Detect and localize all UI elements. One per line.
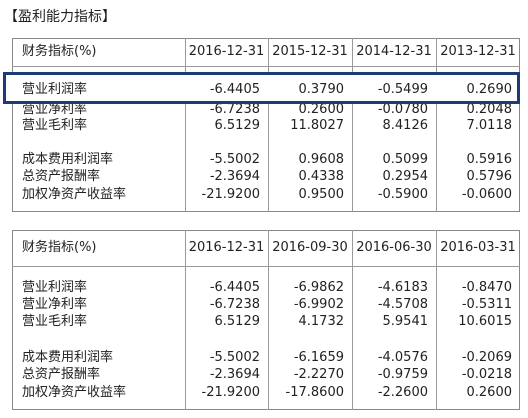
header-date: 2014-12-31 bbox=[356, 44, 432, 59]
header-label: 财务指标(%) bbox=[22, 240, 97, 255]
row-label: 营业毛利率 bbox=[22, 314, 88, 329]
cell-value: 0.3790 bbox=[298, 82, 345, 97]
column-divider bbox=[268, 38, 269, 212]
cell-value: -0.5900 bbox=[377, 187, 428, 202]
header-date: 2016-06-30 bbox=[356, 240, 432, 255]
cell-value: -0.0218 bbox=[461, 367, 512, 382]
cell-value: -4.0576 bbox=[377, 350, 428, 365]
cell-value: 0.9500 bbox=[298, 187, 345, 202]
cell-value: -0.0780 bbox=[377, 102, 428, 117]
cell-value: -0.9759 bbox=[377, 367, 428, 382]
cell-value: -4.6183 bbox=[377, 280, 428, 295]
row-label: 营业净利率 bbox=[22, 297, 88, 312]
cell-value: -2.3694 bbox=[209, 367, 260, 382]
cell-value: -6.7238 bbox=[209, 102, 260, 117]
cell-value: -0.2069 bbox=[461, 350, 512, 365]
cell-value: -21.9200 bbox=[201, 187, 260, 202]
row-label: 成本费用利润率 bbox=[22, 350, 114, 365]
cell-value: -17.8600 bbox=[285, 385, 344, 400]
cell-value: -6.1659 bbox=[293, 350, 344, 365]
cell-value: 0.9608 bbox=[298, 152, 345, 167]
header-date: 2016-09-30 bbox=[272, 240, 348, 255]
header-date: 2015-12-31 bbox=[272, 44, 348, 59]
row-label: 营业毛利率 bbox=[22, 118, 88, 133]
cell-value: 0.5796 bbox=[466, 169, 513, 184]
column-divider bbox=[185, 38, 186, 212]
cell-value: -6.9862 bbox=[293, 280, 344, 295]
header-label: 财务指标(%) bbox=[22, 44, 97, 59]
cell-value: -2.2600 bbox=[377, 385, 428, 400]
row-label: 营业利润率 bbox=[22, 280, 88, 295]
column-divider bbox=[436, 38, 437, 212]
cell-value: 0.2048 bbox=[466, 102, 513, 117]
cell-value: 0.2690 bbox=[466, 82, 513, 97]
cell-value: 0.4338 bbox=[298, 169, 345, 184]
row-label: 营业净利率 bbox=[22, 102, 88, 117]
row-label: 加权净资产收益率 bbox=[22, 385, 127, 400]
cell-value: 0.5099 bbox=[382, 152, 429, 167]
cell-value: 6.5129 bbox=[214, 314, 261, 329]
header-date: 2016-12-31 bbox=[188, 240, 265, 255]
cell-value: -2.2270 bbox=[293, 367, 344, 382]
highlight-box bbox=[3, 72, 520, 104]
cell-value: -6.4405 bbox=[209, 82, 260, 97]
row-label: 加权净资产收益率 bbox=[22, 187, 127, 202]
header-divider bbox=[12, 266, 520, 267]
cell-value: 0.2600 bbox=[466, 385, 513, 400]
cell-value: 6.5129 bbox=[214, 118, 261, 133]
header-divider bbox=[12, 66, 520, 67]
cell-value: 7.0118 bbox=[466, 118, 513, 133]
column-divider bbox=[436, 230, 437, 410]
column-divider bbox=[185, 230, 186, 410]
cell-value: -0.5311 bbox=[461, 297, 512, 312]
row-label: 营业利润率 bbox=[22, 82, 88, 97]
cell-value: -0.8470 bbox=[461, 280, 512, 295]
cell-value: -6.9902 bbox=[293, 297, 344, 312]
cell-value: -21.9200 bbox=[201, 385, 260, 400]
header-date: 2016-12-31 bbox=[188, 44, 265, 59]
column-divider bbox=[352, 38, 353, 212]
header-date: 2013-12-31 bbox=[440, 44, 516, 59]
cell-value: -6.4405 bbox=[209, 280, 260, 295]
row-label: 成本费用利润率 bbox=[22, 152, 114, 167]
cell-value: 0.5916 bbox=[466, 152, 513, 167]
cell-value: -0.5499 bbox=[377, 82, 428, 97]
cell-value: -5.5002 bbox=[209, 350, 260, 365]
section-title: 【盈利能力指标】 bbox=[4, 9, 116, 25]
column-divider bbox=[352, 230, 353, 410]
cell-value: 4.1732 bbox=[298, 314, 345, 329]
cell-value: 0.2954 bbox=[382, 169, 429, 184]
cell-value: -6.7238 bbox=[209, 297, 260, 312]
column-divider bbox=[268, 230, 269, 410]
header-date: 2016-03-31 bbox=[440, 240, 516, 255]
table-border bbox=[12, 230, 520, 410]
cell-value: 5.9541 bbox=[382, 314, 429, 329]
table-border bbox=[12, 38, 520, 212]
cell-value: -0.0600 bbox=[461, 187, 512, 202]
row-label: 总资产报酬率 bbox=[22, 169, 101, 184]
cell-value: 10.6015 bbox=[458, 314, 512, 329]
cell-value: -2.3694 bbox=[209, 169, 260, 184]
row-label: 总资产报酬率 bbox=[22, 367, 101, 382]
cell-value: 0.2600 bbox=[298, 102, 345, 117]
cell-value: 11.8027 bbox=[290, 118, 344, 133]
cell-value: 8.4126 bbox=[382, 118, 429, 133]
cell-value: -5.5002 bbox=[209, 152, 260, 167]
cell-value: -4.5708 bbox=[377, 297, 428, 312]
